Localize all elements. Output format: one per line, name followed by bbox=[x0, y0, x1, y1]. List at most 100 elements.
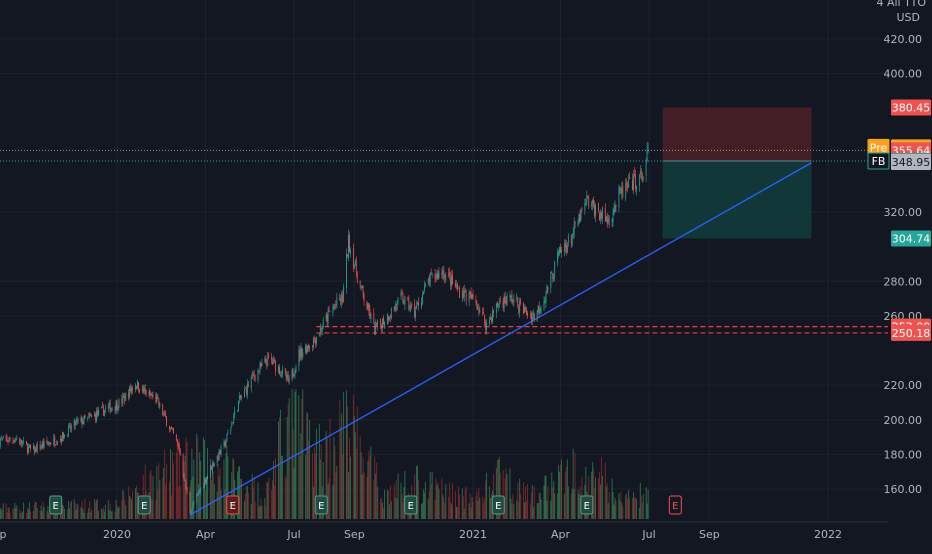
candle[interactable] bbox=[359, 280, 361, 290]
candle[interactable] bbox=[560, 243, 561, 254]
candle[interactable] bbox=[207, 474, 208, 481]
candle[interactable] bbox=[246, 379, 248, 400]
candle[interactable] bbox=[518, 304, 520, 315]
candle[interactable] bbox=[586, 190, 588, 206]
candle[interactable] bbox=[527, 310, 528, 319]
candle[interactable] bbox=[68, 422, 70, 428]
candle[interactable] bbox=[77, 417, 79, 424]
candle[interactable] bbox=[97, 406, 98, 418]
candle[interactable] bbox=[367, 302, 369, 311]
stop-loss-zone[interactable] bbox=[662, 107, 812, 162]
candle[interactable] bbox=[520, 297, 522, 306]
candle[interactable] bbox=[131, 385, 132, 396]
candle[interactable] bbox=[471, 293, 473, 300]
candle[interactable] bbox=[182, 453, 184, 479]
candle[interactable] bbox=[612, 207, 614, 227]
candle[interactable] bbox=[254, 374, 256, 383]
candle[interactable] bbox=[543, 296, 545, 311]
candle[interactable] bbox=[607, 214, 609, 225]
candle[interactable] bbox=[84, 414, 86, 419]
candle[interactable] bbox=[22, 440, 24, 447]
candle[interactable] bbox=[115, 399, 117, 415]
candle[interactable] bbox=[7, 440, 9, 446]
candle[interactable] bbox=[50, 442, 52, 445]
candle[interactable] bbox=[149, 389, 151, 400]
candle[interactable] bbox=[294, 368, 296, 379]
candle[interactable] bbox=[319, 323, 321, 337]
candle[interactable] bbox=[47, 441, 49, 446]
candle[interactable] bbox=[336, 292, 338, 309]
candle[interactable] bbox=[132, 385, 133, 395]
candle[interactable] bbox=[257, 368, 259, 384]
candle[interactable] bbox=[409, 304, 411, 312]
candle[interactable] bbox=[41, 440, 43, 450]
candle[interactable] bbox=[613, 202, 615, 216]
candle[interactable] bbox=[315, 337, 316, 348]
candle[interactable] bbox=[16, 435, 18, 441]
candle[interactable] bbox=[592, 198, 594, 211]
candle[interactable] bbox=[279, 364, 280, 376]
candle[interactable] bbox=[538, 300, 540, 318]
candle[interactable] bbox=[564, 239, 565, 257]
candle[interactable] bbox=[404, 295, 406, 311]
candle[interactable] bbox=[329, 311, 331, 313]
candle[interactable] bbox=[210, 465, 212, 471]
candle[interactable] bbox=[101, 406, 102, 409]
candle[interactable] bbox=[349, 231, 350, 253]
candle[interactable] bbox=[247, 380, 249, 388]
candle[interactable] bbox=[456, 280, 457, 290]
candle[interactable] bbox=[272, 357, 274, 366]
candle[interactable] bbox=[46, 436, 48, 445]
candle[interactable] bbox=[123, 393, 125, 398]
candle[interactable] bbox=[608, 215, 610, 228]
candle[interactable] bbox=[66, 434, 68, 437]
candle[interactable] bbox=[509, 291, 511, 302]
candle[interactable] bbox=[565, 239, 567, 256]
candle[interactable] bbox=[280, 370, 282, 379]
candle[interactable] bbox=[621, 182, 623, 200]
candle[interactable] bbox=[1, 437, 3, 441]
candle[interactable] bbox=[165, 410, 167, 418]
candle[interactable] bbox=[33, 445, 35, 456]
candle[interactable] bbox=[551, 270, 553, 274]
candle[interactable] bbox=[448, 268, 450, 278]
candle[interactable] bbox=[240, 394, 241, 400]
candle[interactable] bbox=[524, 304, 525, 314]
candle[interactable] bbox=[264, 356, 266, 363]
candle[interactable] bbox=[458, 285, 460, 299]
candle[interactable] bbox=[60, 435, 61, 443]
candle[interactable] bbox=[231, 420, 233, 428]
candle[interactable] bbox=[284, 368, 286, 376]
candle[interactable] bbox=[124, 392, 126, 405]
candle[interactable] bbox=[5, 433, 7, 442]
candle[interactable] bbox=[0, 435, 2, 441]
candle[interactable] bbox=[388, 315, 390, 321]
candle[interactable] bbox=[451, 270, 453, 290]
candle[interactable] bbox=[81, 416, 83, 429]
candle[interactable] bbox=[225, 438, 227, 449]
candle[interactable] bbox=[635, 169, 636, 193]
candle[interactable] bbox=[74, 419, 76, 430]
candle[interactable] bbox=[606, 212, 608, 228]
candle[interactable] bbox=[407, 296, 409, 302]
candle[interactable] bbox=[362, 285, 364, 299]
candle[interactable] bbox=[15, 436, 17, 443]
candle[interactable] bbox=[313, 336, 314, 350]
candle[interactable] bbox=[49, 441, 51, 448]
candle[interactable] bbox=[634, 166, 635, 178]
candle[interactable] bbox=[422, 290, 423, 306]
trendline[interactable] bbox=[189, 162, 812, 516]
candle[interactable] bbox=[455, 279, 456, 289]
candle[interactable] bbox=[177, 441, 179, 450]
candle[interactable] bbox=[640, 168, 642, 181]
candle[interactable] bbox=[573, 217, 575, 239]
candle[interactable] bbox=[203, 483, 204, 488]
candle[interactable] bbox=[183, 472, 185, 481]
candle[interactable] bbox=[380, 318, 381, 329]
candle[interactable] bbox=[287, 370, 289, 384]
candle[interactable] bbox=[511, 290, 513, 304]
candle[interactable] bbox=[158, 398, 160, 408]
candle[interactable] bbox=[61, 435, 62, 446]
candle[interactable] bbox=[533, 312, 535, 322]
